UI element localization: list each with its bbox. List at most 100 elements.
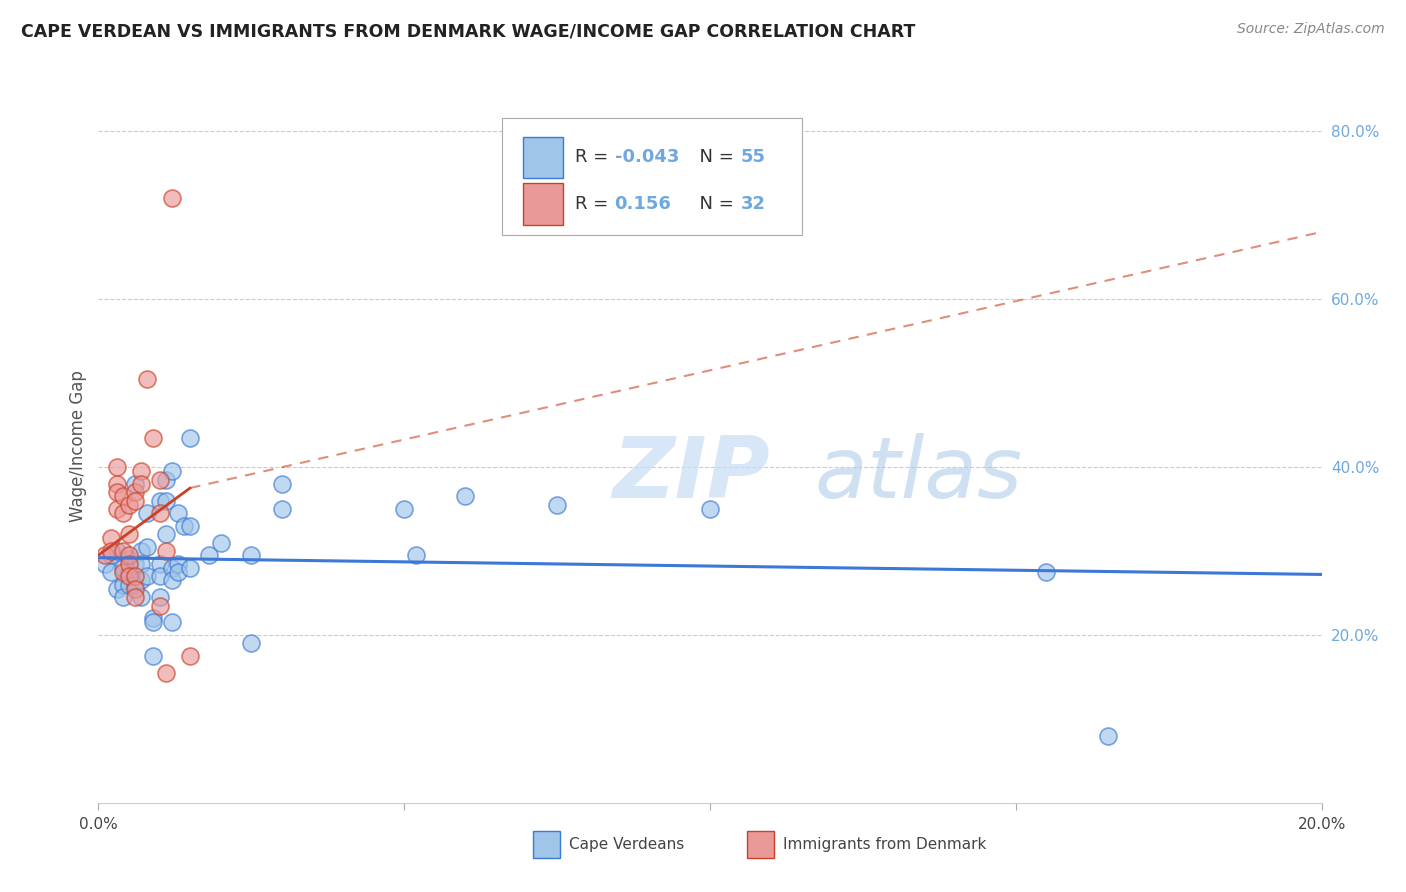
Point [155,665,177,680]
Point [124,590,146,604]
Text: ZIP: ZIP [612,433,770,516]
Point [160,560,183,574]
Point [149,599,172,613]
Point [118,577,141,591]
Point [124,577,146,591]
Point [129,476,152,491]
Point [155,473,177,487]
Point [129,590,152,604]
Point [111,560,134,574]
Point [105,544,128,558]
Point [142,648,165,663]
Point [129,574,152,588]
Point [100,544,122,558]
Point [111,577,134,591]
Text: Source: ZipAtlas.com: Source: ZipAtlas.com [1237,22,1385,37]
Point [270,476,292,491]
FancyBboxPatch shape [533,830,560,858]
Text: N =: N = [688,148,740,166]
Point [136,372,159,386]
Point [197,548,219,562]
Point [179,518,201,533]
Point [124,557,146,571]
Point [149,557,172,571]
Point [155,493,177,508]
Point [129,464,152,478]
Point [1097,729,1119,743]
Text: 32: 32 [741,194,766,213]
Point [167,557,190,571]
Point [129,557,152,571]
Point [136,540,159,554]
Point [699,502,721,516]
Point [454,489,477,503]
Point [149,506,172,520]
Point [111,565,134,579]
Point [173,518,195,533]
FancyBboxPatch shape [523,184,564,225]
FancyBboxPatch shape [502,118,801,235]
Point [124,569,146,583]
Point [100,532,122,546]
Point [155,544,177,558]
Text: Cape Verdeans: Cape Verdeans [569,837,685,852]
Point [155,527,177,541]
Point [149,569,172,583]
Point [392,502,416,516]
Point [149,493,172,508]
Point [124,485,146,500]
Point [100,548,122,562]
Point [105,502,128,516]
Point [124,493,146,508]
Point [93,548,115,562]
Text: -0.043: -0.043 [614,148,679,166]
Point [118,527,141,541]
Point [167,565,190,579]
Text: atlas: atlas [814,433,1022,516]
Point [93,557,115,571]
Point [105,476,128,491]
FancyBboxPatch shape [747,830,773,858]
Point [105,485,128,500]
Point [160,574,183,588]
Point [405,548,427,562]
Point [240,636,263,650]
Point [179,560,201,574]
Point [105,460,128,475]
Point [149,590,172,604]
Point [111,544,134,558]
Point [179,431,201,445]
Point [179,648,201,663]
Point [149,473,172,487]
Point [124,476,146,491]
Point [142,615,165,630]
Text: N =: N = [688,194,740,213]
Point [160,464,183,478]
Y-axis label: Wage/Income Gap: Wage/Income Gap [69,370,87,522]
Point [118,548,141,562]
Text: CAPE VERDEAN VS IMMIGRANTS FROM DENMARK WAGE/INCOME GAP CORRELATION CHART: CAPE VERDEAN VS IMMIGRANTS FROM DENMARK … [21,22,915,40]
Text: 0.156: 0.156 [614,194,672,213]
Point [167,506,190,520]
Point [111,506,134,520]
Text: R =: R = [575,194,620,213]
Point [129,544,152,558]
Point [118,498,141,512]
Point [160,191,183,205]
Point [240,548,263,562]
Point [118,552,141,566]
Point [136,569,159,583]
Text: Immigrants from Denmark: Immigrants from Denmark [783,837,987,852]
Point [209,535,232,549]
Point [136,506,159,520]
Point [1035,565,1057,579]
FancyBboxPatch shape [523,137,564,178]
Point [118,557,141,571]
Point [142,431,165,445]
Point [270,502,292,516]
Point [118,569,141,583]
Point [111,590,134,604]
Point [118,565,141,579]
Point [124,582,146,596]
Point [105,582,128,596]
